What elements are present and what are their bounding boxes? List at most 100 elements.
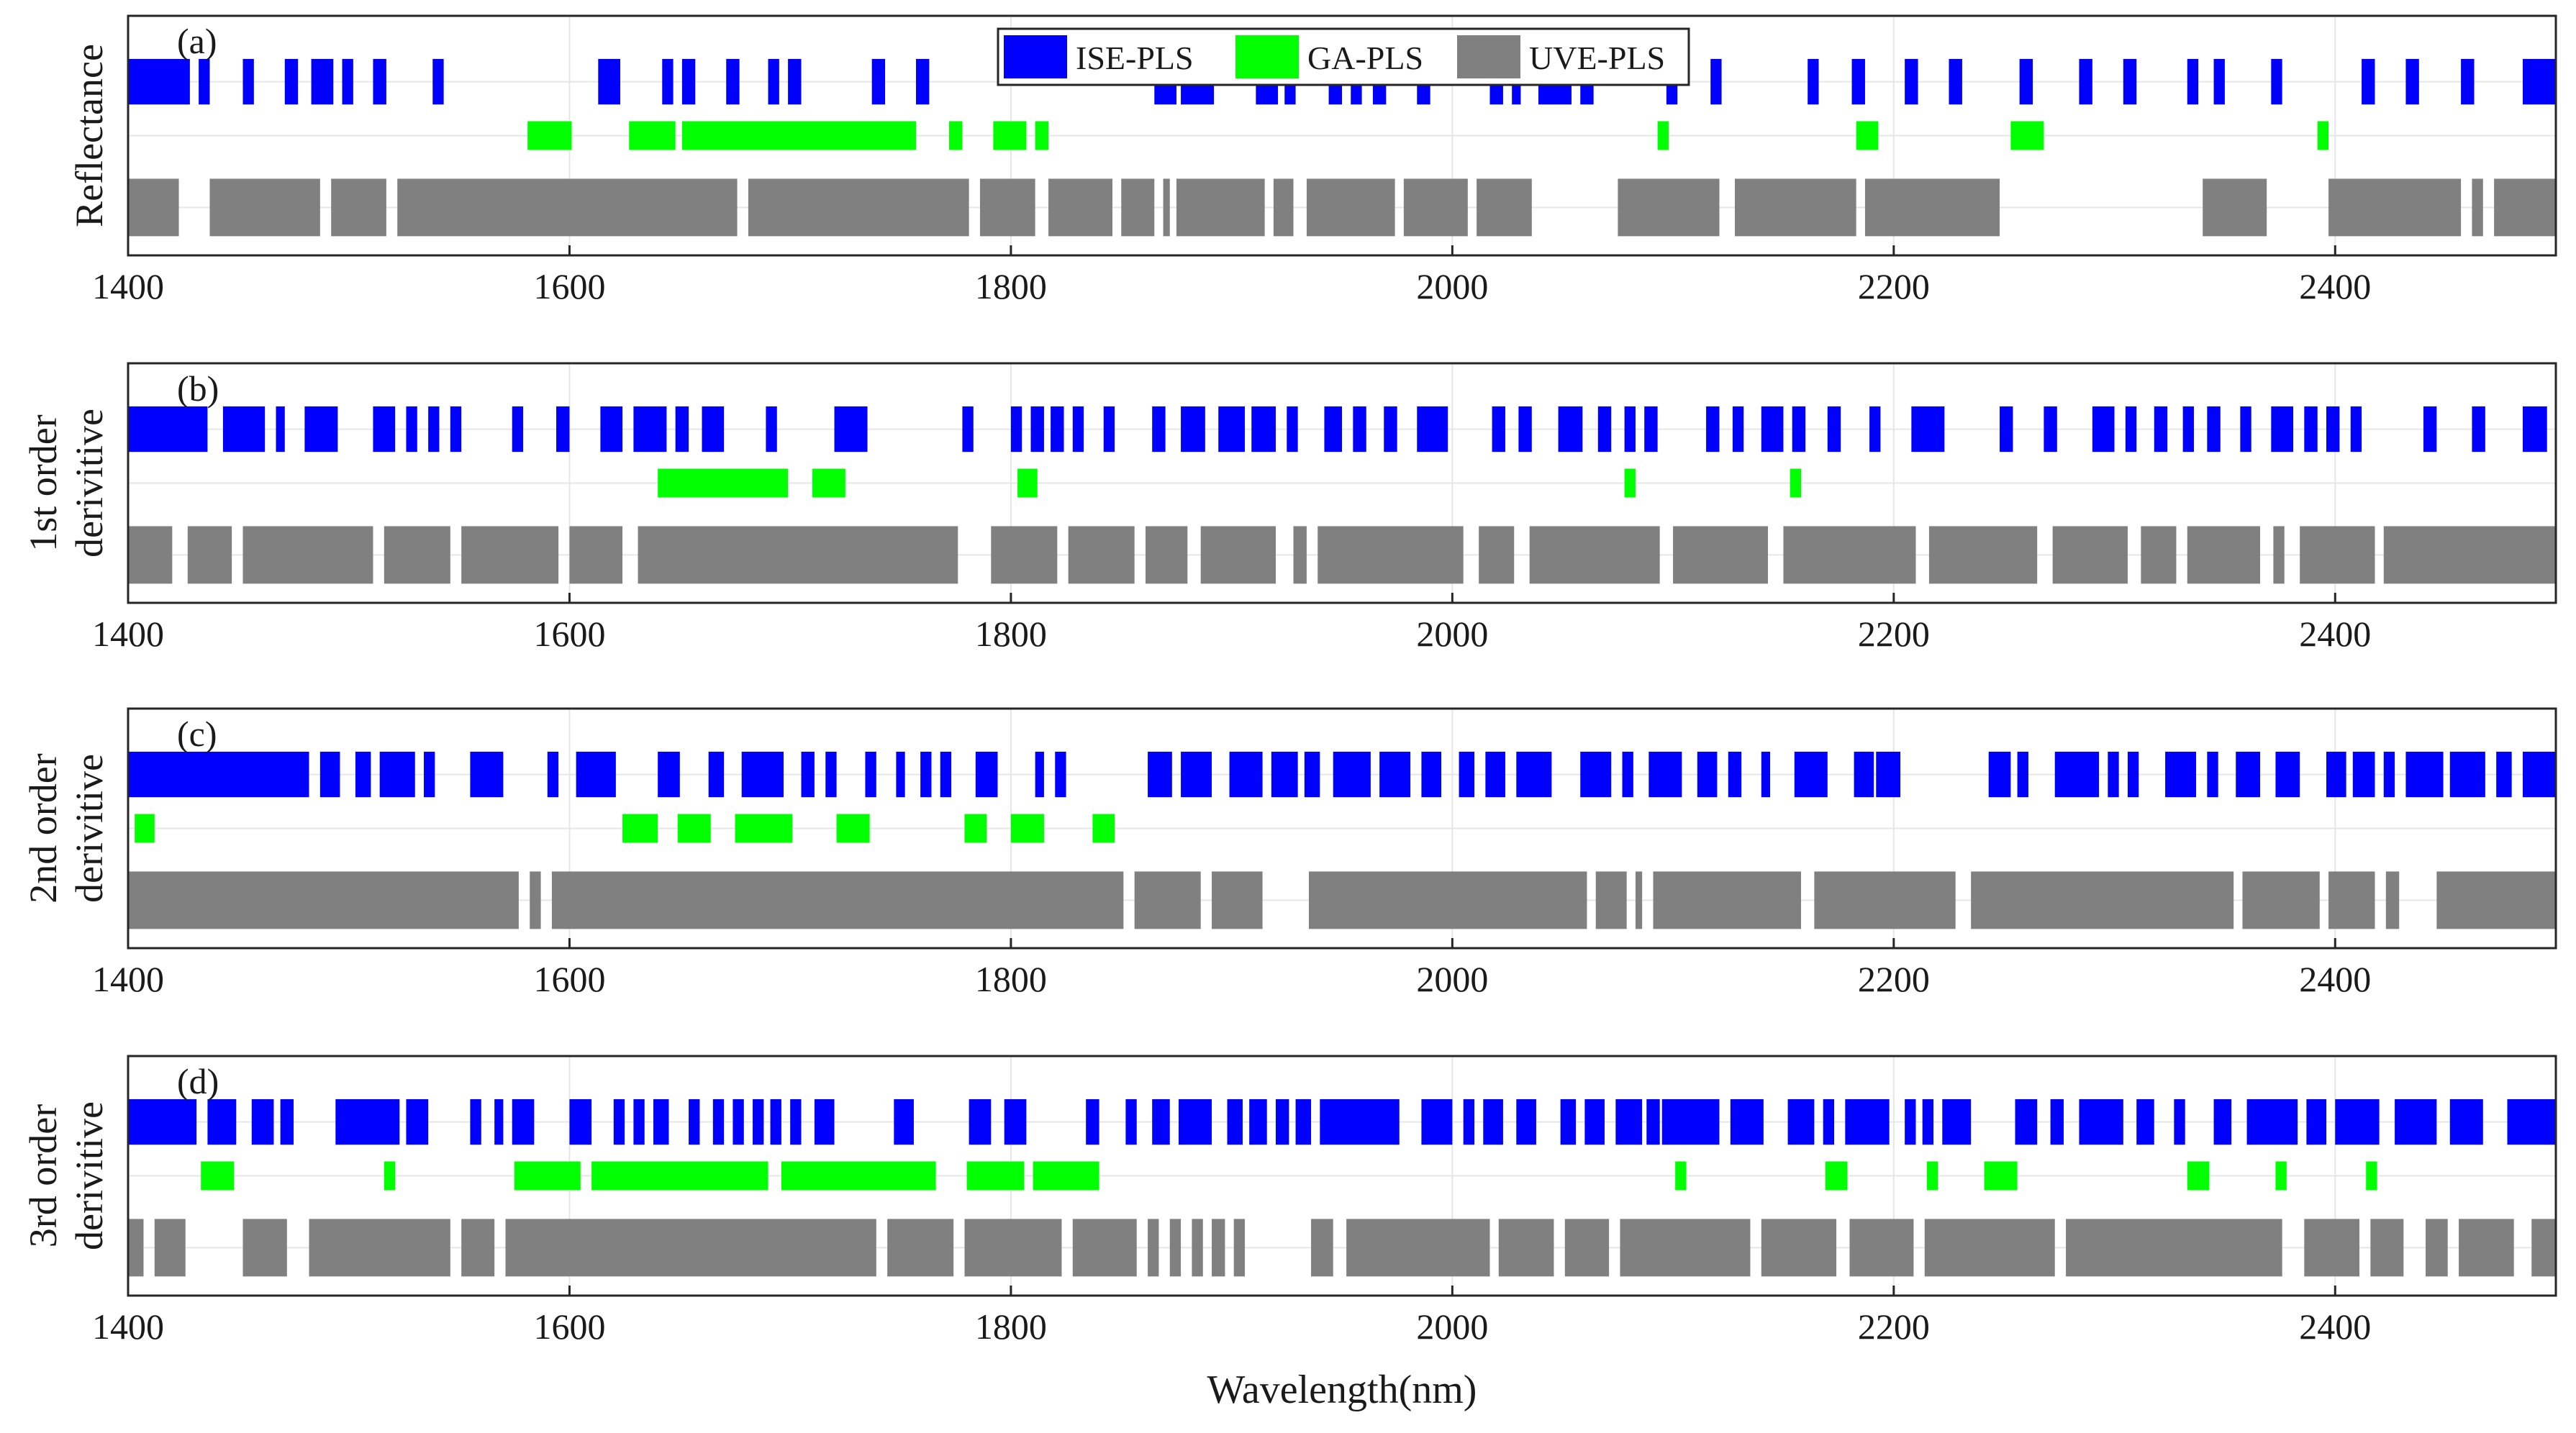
interval-bar	[406, 406, 417, 452]
interval-bar	[2383, 526, 2556, 584]
interval-bar	[613, 1098, 625, 1145]
x-tick-label: 2000	[1416, 1306, 1488, 1347]
interval-bar	[1233, 1219, 1246, 1277]
x-tick-label: 2000	[1416, 266, 1488, 306]
x-tick-label: 1600	[533, 266, 605, 306]
interval-bar	[128, 1219, 144, 1277]
interval-bar	[1152, 1098, 1170, 1145]
interval-bar	[450, 406, 462, 452]
x-tick-label: 2000	[1416, 614, 1488, 654]
interval-bar	[1010, 406, 1022, 452]
interval-bar	[658, 751, 680, 798]
interval-bar	[128, 1098, 197, 1145]
interval-bar	[2472, 406, 2485, 452]
interval-bar	[633, 406, 667, 452]
x-tick-label: 1800	[975, 614, 1047, 654]
interval-bar	[748, 178, 969, 237]
interval-bar	[1192, 1219, 1203, 1277]
interval-bar	[1516, 751, 1552, 798]
interval-bar	[1072, 406, 1084, 452]
interval-bar	[1320, 1098, 1400, 1145]
interval-bar	[735, 814, 793, 843]
interval-bar	[384, 1161, 396, 1191]
interval-bar	[702, 406, 725, 452]
interval-bar	[726, 58, 740, 105]
interval-bar	[2246, 1098, 2298, 1145]
interval-bar	[940, 751, 952, 798]
x-tick-label: 2400	[2299, 1306, 2371, 1347]
interval-bar	[551, 871, 1124, 929]
y-axis-title: Reflectance	[68, 44, 111, 227]
interval-bar	[2326, 406, 2340, 452]
series-ga-pls	[527, 121, 2329, 150]
interval-bar	[2436, 871, 2556, 929]
interval-bar	[2127, 751, 2139, 798]
interval-bar	[653, 1098, 669, 1145]
interval-bar	[1417, 406, 1448, 452]
interval-bar	[1176, 178, 1265, 237]
interval-bar	[242, 1219, 287, 1277]
interval-bar	[209, 178, 320, 237]
interval-bar	[1675, 1161, 1687, 1191]
legend: ISE-PLS GA-PLS UVE-PLS	[997, 27, 1690, 86]
series-ise-pls	[128, 751, 2556, 798]
interval-bar	[1121, 178, 1155, 237]
interval-bar	[1905, 58, 1918, 105]
interval-bar	[1068, 526, 1135, 584]
interval-bar	[1869, 406, 1881, 452]
interval-bar	[1911, 406, 1945, 452]
interval-bar	[154, 1219, 186, 1277]
interval-bar	[1661, 1098, 1720, 1145]
interval-bar	[1560, 1098, 1577, 1145]
interval-bar	[598, 58, 621, 105]
interval-bar	[979, 178, 1035, 237]
interval-bar	[600, 406, 623, 452]
interval-bar	[1010, 814, 1044, 843]
interval-bar	[1622, 751, 1633, 798]
interval-bar	[2304, 406, 2318, 452]
x-tick-label: 1800	[975, 1306, 1047, 1347]
interval-bar	[633, 1098, 645, 1145]
interval-bar	[1787, 1098, 1815, 1145]
interval-bar	[894, 1098, 914, 1145]
interval-bar	[1864, 178, 2000, 237]
axes-box	[127, 1055, 2557, 1297]
series-ise-pls	[128, 1098, 2556, 1145]
interval-bar	[2300, 526, 2375, 584]
interval-bar	[428, 406, 440, 452]
interval-bar	[2275, 1161, 2287, 1191]
interval-bar	[964, 814, 987, 843]
interval-bar	[2531, 1219, 2556, 1277]
interval-bar	[2054, 751, 2100, 798]
interval-bar	[1761, 1219, 1837, 1277]
interval-bar	[2395, 1098, 2437, 1145]
interval-bar	[1984, 1161, 2018, 1191]
interval-bar	[1273, 178, 1294, 237]
interval-bar	[461, 1219, 495, 1277]
interval-bar	[2123, 58, 2137, 105]
interval-bar	[397, 178, 738, 237]
interval-bar	[2366, 1161, 2377, 1191]
interval-bar	[2019, 58, 2033, 105]
interval-bar	[342, 58, 353, 105]
interval-bar	[622, 814, 658, 843]
interval-bar	[1030, 406, 1044, 452]
x-tick-label: 1800	[975, 959, 1047, 999]
interval-bar	[1949, 58, 1962, 105]
interval-bar	[1905, 1098, 1916, 1145]
interval-bar	[470, 751, 504, 798]
interval-bar	[865, 751, 876, 798]
legend-entry: GA-PLS	[1307, 40, 1423, 76]
interval-bar	[1928, 526, 2038, 584]
interval-bar	[812, 468, 845, 498]
interval-bar	[1825, 1161, 1848, 1191]
interval-bar	[1287, 406, 1298, 452]
axes-box	[127, 707, 2557, 950]
legend-swatch-uve-pls	[1457, 35, 1520, 78]
interval-bar	[187, 526, 232, 584]
interval-bar	[2352, 751, 2375, 798]
interval-bar	[470, 1098, 481, 1145]
interval-bar	[512, 406, 524, 452]
series-ga-pls	[658, 468, 1801, 498]
interval-bar	[1876, 751, 1901, 798]
